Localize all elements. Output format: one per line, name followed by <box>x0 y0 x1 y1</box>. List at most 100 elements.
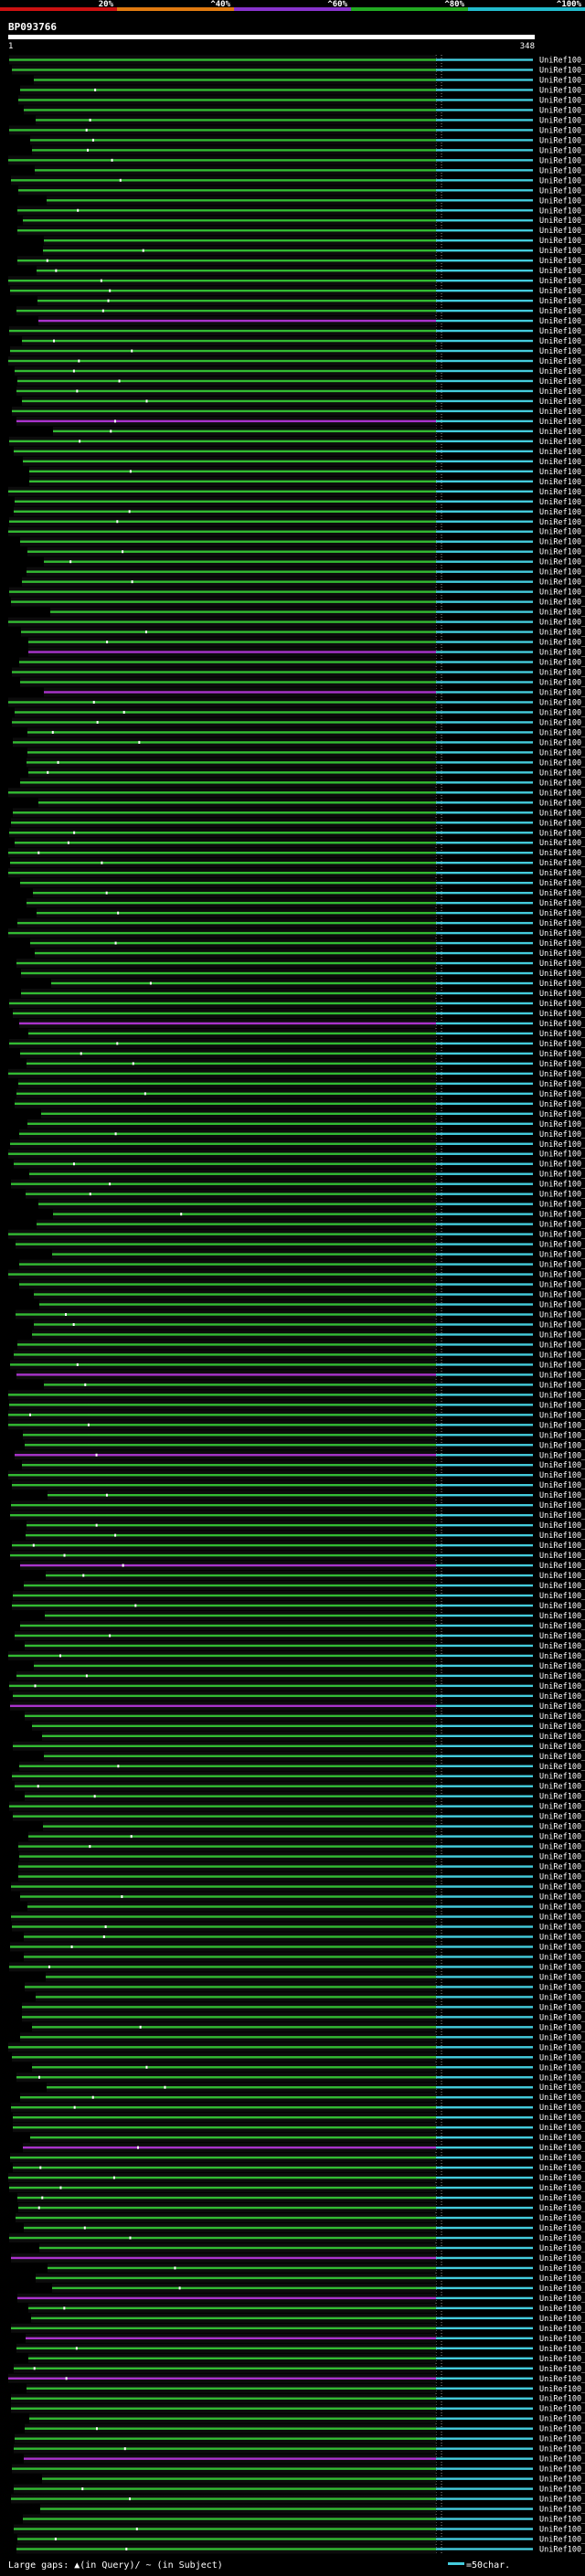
hit-bar <box>29 2417 436 2420</box>
hit-bar <box>18 1845 436 1848</box>
hit-label: UniRef100_B7AMA8 <box>539 1441 585 1450</box>
hit-label: UniRef100_Q39PM4 <box>539 2506 585 2515</box>
hit-label: UniRef100_A2VPT1 <box>539 2204 585 2213</box>
hit-bar <box>12 1604 436 1607</box>
gap-marker <box>114 941 117 945</box>
hit-label: UniRef100_UP1000.. <box>539 698 585 707</box>
hit-bar-cyan <box>436 811 533 814</box>
hit-label: UniRef100_A4VQL4 <box>539 1532 585 1541</box>
hit-label: UniRef100_Q92907 <box>539 1602 585 1611</box>
hit-label: UniRef100_B9RL77 <box>539 287 585 296</box>
hit-bar-cyan <box>436 1383 533 1386</box>
hit-bar-cyan <box>436 1424 533 1426</box>
hit-label: UniRef100_C1CV66 <box>539 1753 585 1762</box>
hit-bar-cyan <box>436 1072 533 1076</box>
gap-marker <box>125 2548 128 2551</box>
hit-bar <box>12 671 436 673</box>
hit-bar <box>11 2256 436 2260</box>
hit-bar-cyan <box>436 2487 533 2490</box>
hit-bar-cyan <box>436 1092 533 1096</box>
hit-label: UniRef100_Q8YJ91 <box>539 789 585 798</box>
hit-label: UniRef100_B8DFA4 <box>539 2164 585 2173</box>
hit-bar-cyan <box>436 1935 533 1938</box>
hit-label: UniRef100_B0ELM4 <box>539 448 585 457</box>
hit-label: UniRef100_B5DLL5 <box>539 1733 585 1742</box>
gap-marker <box>28 1413 31 1416</box>
hit-label: UniRef100_B4BIH9 <box>539 2053 585 2062</box>
hit-bar <box>16 1092 436 1096</box>
hit-bar-cyan <box>436 1233 533 1235</box>
hit-bar-cyan <box>436 440 533 443</box>
hit-label: UniRef100_C5VK16 <box>539 909 585 918</box>
hit-bar-cyan <box>436 129 533 132</box>
hit-bar-cyan <box>436 2125 533 2129</box>
hit-bar <box>27 1062 436 1065</box>
hit-bar <box>10 1142 436 1145</box>
hit-bar <box>44 239 436 242</box>
gap-marker <box>87 1423 90 1426</box>
hit-bar <box>8 2176 436 2179</box>
hit-label: UniRef100_B1QXH3 <box>539 1070 585 1079</box>
hit-bar <box>12 1484 436 1487</box>
hit-bar-cyan <box>436 1664 533 1668</box>
hit-label: UniRef100_B0EBS8 <box>539 508 585 517</box>
hit-label: UniRef100_B9KPL4 <box>539 889 585 898</box>
hit-label: UniRef100_B0ED20 <box>539 438 585 447</box>
gap-marker <box>114 1533 117 1537</box>
hit-bar <box>16 419 436 423</box>
gap-marker <box>144 1092 146 1096</box>
hit-bar <box>14 2447 436 2450</box>
gap-marker <box>144 631 147 634</box>
gap-marker <box>63 2306 66 2310</box>
hit-bar-cyan <box>436 109 533 111</box>
hit-label: UniRef100_Q6818S <box>539 1592 585 1601</box>
hit-bar <box>42 1734 436 1738</box>
hit-bar <box>32 1333 436 1336</box>
gap-marker <box>89 1193 91 1196</box>
hit-label: UniRef100_Q9SPM4 <box>539 207 585 216</box>
hit-bar-cyan <box>436 159 533 162</box>
hit-bar-cyan <box>436 2166 533 2169</box>
hit-label: UniRef100_B2T3R0 <box>539 1622 585 1631</box>
hit-label: UniRef100_A0NGP7 <box>539 1431 585 1440</box>
hit-bar <box>9 440 436 443</box>
hit-bar-cyan <box>436 2186 533 2189</box>
hit-bar <box>30 2136 436 2139</box>
hit-bar-cyan <box>436 2066 533 2069</box>
hit-label: UniRef100_Q9PHP3 <box>539 2295 585 2304</box>
gap-marker <box>85 128 88 132</box>
gap-marker <box>174 2266 176 2270</box>
hit-bar-cyan <box>436 1513 533 1517</box>
hit-bar-cyan <box>436 209 533 212</box>
hit-label: UniRef100_B2TLW4 <box>539 1843 585 1852</box>
hit-bar <box>15 1634 436 1638</box>
gap-marker <box>39 2166 42 2169</box>
hit-label: UniRef100_A6GQQ6 <box>539 1130 585 1140</box>
hit-bar <box>8 871 436 875</box>
hit-bar <box>39 2246 436 2250</box>
hit-bar-cyan <box>436 299 533 302</box>
hit-label: UniRef100_Q5VPM4 <box>539 76 585 85</box>
hit-bar-cyan <box>436 139 533 142</box>
hit-bar-cyan <box>436 520 533 523</box>
hit-bar-cyan <box>436 1172 533 1175</box>
hit-bar <box>15 711 436 714</box>
hit-label: UniRef100_B9M1K2 <box>539 1361 585 1370</box>
hit-bar <box>8 1414 436 1416</box>
hit-bar-cyan <box>436 1885 533 1888</box>
hit-bar-cyan <box>436 2538 533 2540</box>
hit-bar-cyan <box>436 2256 533 2260</box>
hit-bar-cyan <box>436 1303 533 1306</box>
hit-bar-cyan <box>436 691 533 694</box>
gap-marker <box>46 259 48 262</box>
gap-marker <box>86 148 89 152</box>
gap-marker <box>122 550 124 554</box>
gap-marker <box>109 1182 112 1186</box>
hit-bar-cyan <box>436 951 533 955</box>
hit-bar-cyan <box>436 1373 533 1376</box>
hit-label: UniRef100_Q6AXT1 <box>539 1010 585 1019</box>
hit-bar <box>23 2518 436 2520</box>
hit-bar-cyan <box>436 891 533 895</box>
hit-label: UniRef100_C0QYZ1 <box>539 1281 585 1290</box>
gap-marker <box>164 2085 166 2089</box>
